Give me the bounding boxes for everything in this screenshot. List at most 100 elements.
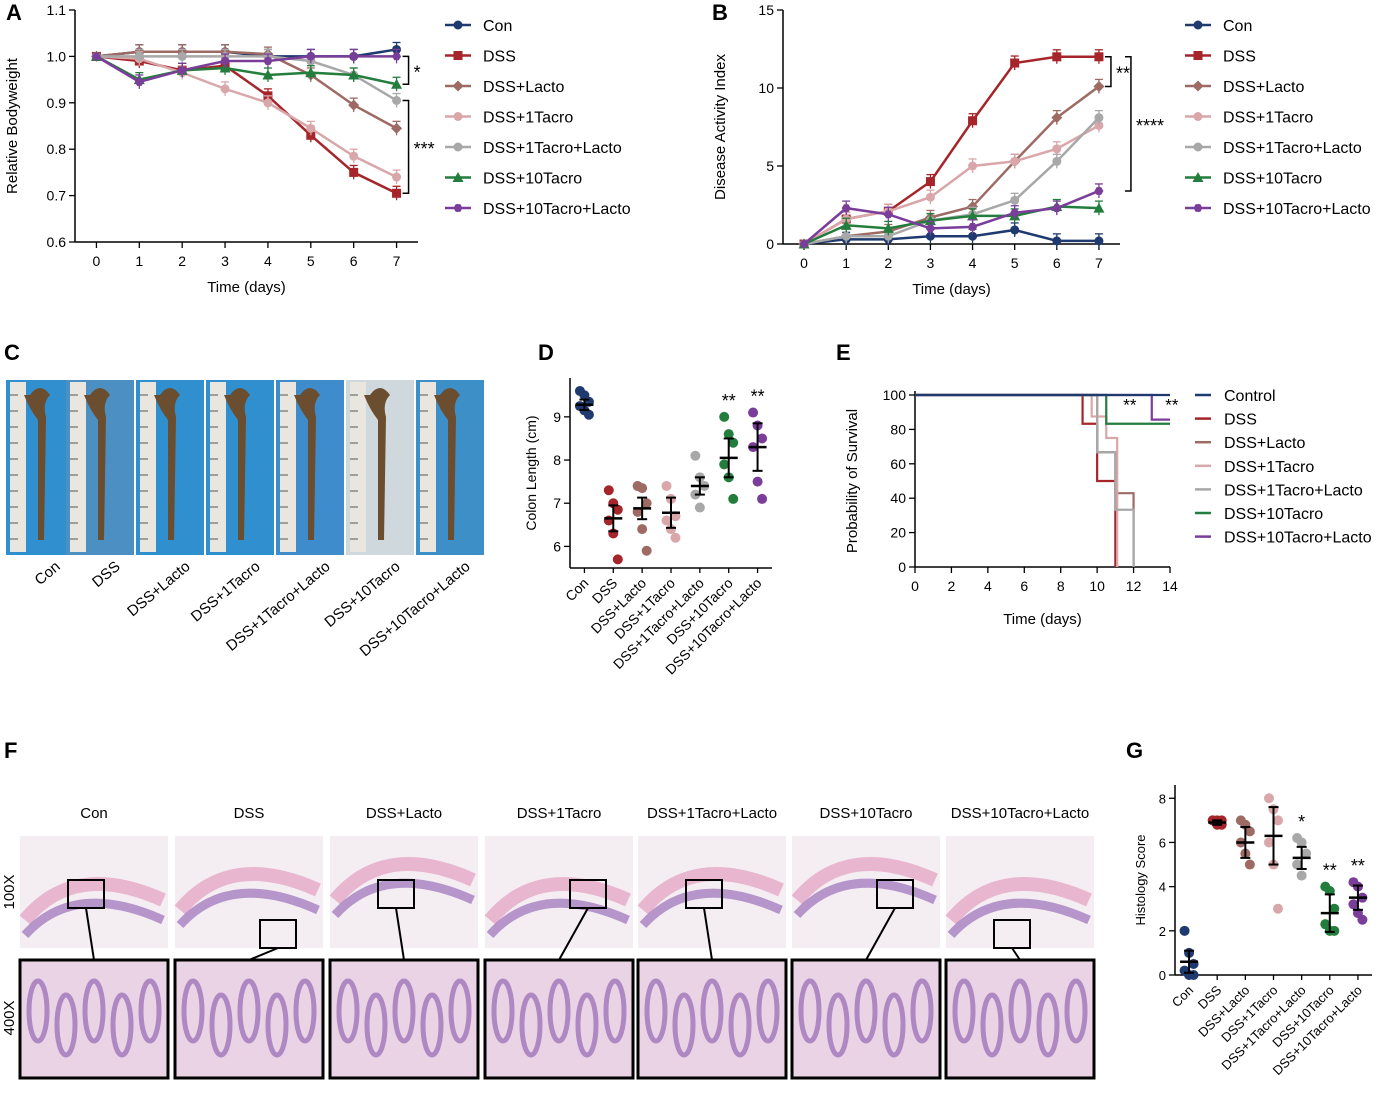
legend-marker <box>452 80 464 92</box>
panel-letter-d: D <box>538 340 554 365</box>
panel-letter-f: F <box>4 738 17 763</box>
significance-bracket <box>402 55 410 85</box>
legend-label: DSS+Lacto <box>1224 435 1305 452</box>
gland-structure <box>910 978 934 1044</box>
legend-label: DSS+10Tacro <box>483 171 582 188</box>
data-point <box>91 52 101 61</box>
data-point <box>1093 80 1105 92</box>
gland-structure <box>1008 978 1032 1044</box>
data-point <box>719 411 730 422</box>
data-point <box>968 161 978 171</box>
gland-structure <box>603 978 627 1044</box>
data-point <box>1244 859 1255 870</box>
x-tick-label: 6 <box>350 253 358 269</box>
y-tick-label: 0 <box>898 559 906 575</box>
x-tick-label: 7 <box>1095 255 1103 271</box>
data-point <box>1273 903 1283 914</box>
data-point <box>719 459 730 470</box>
data-point <box>1093 202 1105 213</box>
ruler <box>140 382 156 552</box>
data-point <box>305 67 317 78</box>
photo-label: DSS+1Tacro <box>188 558 264 625</box>
ruler <box>210 382 226 552</box>
data-point <box>1010 156 1020 166</box>
data-point <box>349 151 359 161</box>
x-tick-label: 7 <box>393 253 401 269</box>
legend-label: DSS+1Tacro <box>1224 459 1314 476</box>
x-tick-label: 2 <box>178 253 186 269</box>
data-point <box>612 504 623 515</box>
gland-structure <box>519 992 543 1058</box>
legend-marker <box>1193 204 1203 212</box>
legend-label: DSS+1Tacro+Lacto <box>1223 140 1362 157</box>
gland-structure <box>826 992 850 1058</box>
data-point <box>690 450 701 461</box>
row-label-100x: 100X <box>1 874 18 909</box>
data-point <box>924 215 936 226</box>
data-point <box>1301 848 1312 859</box>
panel-c-colon-photos: Con DSS DSS+LactoDSS+1TacroDSS+1Tacro+Lact… <box>6 380 484 660</box>
y-tick-label: 80 <box>890 421 906 437</box>
data-point <box>348 69 360 80</box>
gland-structure <box>448 978 472 1044</box>
y-tick-label: 6 <box>553 538 561 554</box>
ruler <box>280 382 296 552</box>
x-axis-title: Time (days) <box>912 281 991 298</box>
y-axis-title: Probability of Survival <box>844 409 861 553</box>
legend-label: DSS+Lacto <box>1223 79 1304 96</box>
y-tick-label: 2 <box>1159 924 1166 939</box>
data-point <box>757 433 768 444</box>
series-line-Con <box>803 228 1099 246</box>
data-point <box>220 57 230 65</box>
gland-structure <box>644 978 668 1044</box>
data-point <box>728 493 739 504</box>
panel-letter-g: G <box>1126 738 1143 763</box>
data-point <box>748 407 759 418</box>
legend-label: Control <box>1224 388 1276 405</box>
data-point <box>391 122 403 134</box>
x-tick-label: 4 <box>969 255 977 271</box>
y-tick-label: 6 <box>1159 835 1166 850</box>
data-point <box>1094 120 1104 130</box>
legend-label: DSS+10Tacro+Lacto <box>483 201 631 218</box>
gland-structure <box>728 992 752 1058</box>
legend-label: DSS+1Tacro+Lacto <box>1224 482 1363 499</box>
data-point <box>177 66 187 75</box>
series-line-DSS+1Tacro <box>803 124 1100 246</box>
data-point <box>637 483 648 494</box>
panel-letter-b: B <box>712 0 728 25</box>
survival-curve-DSS <box>915 393 1117 567</box>
legend-marker <box>453 20 463 30</box>
tissue-layer <box>947 898 1091 939</box>
data-point <box>349 167 359 177</box>
zoom-connector <box>703 907 713 961</box>
histology-label: DSS+Lacto <box>366 805 442 822</box>
data-point <box>348 99 360 111</box>
data-point <box>968 231 978 241</box>
photo-label: Con <box>32 558 64 589</box>
data-point <box>1052 236 1062 246</box>
legend-label: DSS+1Tacro <box>1223 110 1313 127</box>
zoom-connector <box>558 907 589 961</box>
colon-tissue <box>84 388 110 540</box>
x-axis-title: Time (days) <box>1003 611 1082 628</box>
row-label-400x: 400X <box>1 1000 18 1035</box>
zoom-connector <box>248 947 279 961</box>
data-point <box>661 515 672 526</box>
y-tick-label: 15 <box>758 2 774 18</box>
y-tick-label: 4 <box>1159 880 1166 895</box>
y-tick-label: 10 <box>758 80 774 96</box>
y-tick-label: 0 <box>1159 968 1166 983</box>
legend-label: Con <box>483 18 512 35</box>
data-point <box>841 231 851 241</box>
gland-structure <box>237 978 261 1044</box>
legend-label: DSS <box>1223 49 1256 66</box>
series-line-DSS+10Tacro <box>95 55 397 86</box>
significance-bracket <box>402 99 410 195</box>
y-axis-title: Histology Score <box>1133 834 1148 925</box>
y-tick-label: 7 <box>553 495 561 511</box>
legend-marker <box>1192 172 1204 182</box>
data-point <box>177 51 187 61</box>
data-point <box>1052 144 1062 154</box>
